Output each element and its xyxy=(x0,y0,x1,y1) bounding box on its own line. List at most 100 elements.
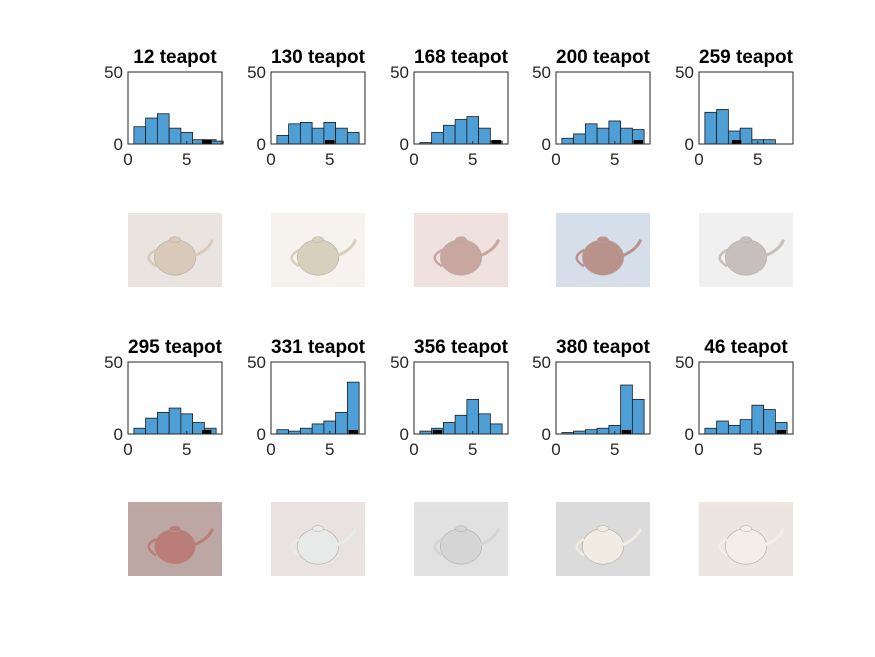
teapot-photo xyxy=(128,502,222,576)
y-tick-label: 50 xyxy=(390,353,409,372)
teapot-lid xyxy=(455,525,467,532)
y-tick-label: 0 xyxy=(257,135,266,154)
histogram-bar xyxy=(584,123,598,145)
x-tick-label: 5 xyxy=(468,440,477,459)
x-tick-label: 5 xyxy=(753,440,762,459)
histogram-bar xyxy=(145,417,158,435)
x-tick-label: 5 xyxy=(753,150,762,169)
teapot-spout xyxy=(621,239,643,258)
teapot-spout xyxy=(336,528,358,547)
panel-title: 259 teapot xyxy=(699,47,794,68)
teapot-body xyxy=(582,239,624,276)
axes-box xyxy=(555,71,651,145)
panel-title: 46 teapot xyxy=(704,337,788,358)
panel-title: 380 teapot xyxy=(556,337,651,358)
panel-title: 200 teapot xyxy=(556,47,651,68)
teapot-lid xyxy=(740,525,752,532)
histogram-bar xyxy=(561,137,575,145)
histogram-panel: 259 teapot 50 00 5 xyxy=(675,47,794,287)
y-tick-label: 50 xyxy=(247,63,266,82)
y-tick-label: 0 xyxy=(542,425,551,444)
histogram-bar xyxy=(442,124,456,145)
histogram-panel: 168 teapot 50 00 5 xyxy=(390,47,509,287)
histogram-bar xyxy=(299,427,313,435)
x-tick-label: 0 xyxy=(266,440,275,459)
x-tick-label: 5 xyxy=(182,150,191,169)
y-tick-label: 0 xyxy=(685,135,694,154)
teapot-handle xyxy=(433,248,443,268)
teapot-lid xyxy=(312,236,324,243)
histogram-bar xyxy=(704,427,718,435)
histogram-bar xyxy=(596,127,610,145)
axes-box xyxy=(270,71,366,145)
y-tick-label: 0 xyxy=(400,425,409,444)
histogram-bar xyxy=(608,120,622,145)
histogram-bar xyxy=(727,424,741,435)
teapot-spout xyxy=(336,239,358,258)
teapot-lid xyxy=(312,525,324,532)
x-tick-label: 0 xyxy=(409,150,418,169)
y-tick-label: 50 xyxy=(532,63,551,82)
histogram-bar xyxy=(156,411,170,435)
histogram-panel: 356 teapot 50 00 5 xyxy=(390,337,509,576)
y-tick-label: 0 xyxy=(400,135,409,154)
y-tick-label: 50 xyxy=(104,63,123,82)
axes-box xyxy=(127,361,223,435)
panel-title: 168 teapot xyxy=(414,47,509,68)
histogram-bar xyxy=(466,399,480,435)
axes-box xyxy=(698,71,794,145)
histogram-bar xyxy=(145,117,158,145)
histogram-bar xyxy=(454,119,468,145)
x-tick-label: 5 xyxy=(325,440,334,459)
histogram-panel: 12 teapot 50 00 5 xyxy=(104,47,224,287)
histogram-bar xyxy=(620,127,633,145)
teapot-body xyxy=(297,239,339,276)
x-tick-label: 0 xyxy=(409,440,418,459)
teapot-photo xyxy=(128,213,222,287)
histogram-panel: 130 teapot 50 00 5 xyxy=(247,47,366,287)
teapot-photo xyxy=(556,213,650,287)
teapot-handle xyxy=(147,537,157,557)
histogram-bar xyxy=(584,429,598,435)
histogram-bar xyxy=(478,127,491,145)
teapot-photo xyxy=(271,502,365,576)
histogram-bar xyxy=(489,423,503,435)
histogram-bar xyxy=(620,384,633,435)
teapot-spout xyxy=(621,528,643,547)
y-tick-label: 50 xyxy=(104,353,123,372)
x-tick-label: 5 xyxy=(610,150,619,169)
histogram-bar xyxy=(180,413,194,435)
x-tick-label: 5 xyxy=(468,150,477,169)
histogram-panel: 295 teapot 50 00 5 xyxy=(104,337,223,576)
histogram-bar xyxy=(763,139,776,145)
teapot-body xyxy=(725,239,767,276)
teapot-photo xyxy=(271,213,365,287)
axes-box xyxy=(413,361,509,435)
histogram-bar xyxy=(442,422,456,435)
histogram-bar xyxy=(751,404,765,435)
y-tick-label: 50 xyxy=(247,353,266,372)
x-tick-label: 5 xyxy=(182,440,191,459)
y-tick-label: 0 xyxy=(257,425,266,444)
y-tick-label: 0 xyxy=(114,425,123,444)
histogram-bar xyxy=(466,116,480,145)
teapot-photo xyxy=(414,213,508,287)
axes-box xyxy=(555,361,651,435)
histogram-bar xyxy=(156,113,170,145)
panel-title: 12 teapot xyxy=(133,47,217,68)
y-tick-label: 50 xyxy=(675,353,694,372)
teapot-spout xyxy=(764,239,786,258)
teapot-spout xyxy=(193,528,215,547)
teapot-lid xyxy=(597,525,609,532)
histogram-panel: 331 teapot 50 00 5 xyxy=(247,337,366,576)
histogram-bar xyxy=(133,126,147,145)
x-tick-label: 0 xyxy=(123,150,132,169)
histogram-bar xyxy=(288,123,301,145)
histogram-panel: 380 teapot 50 00 5 xyxy=(532,337,651,576)
histogram-bar xyxy=(168,127,182,145)
histogram-bar xyxy=(704,111,718,145)
teapot-lid xyxy=(169,525,181,532)
x-tick-label: 0 xyxy=(551,150,560,169)
x-tick-label: 5 xyxy=(325,150,334,169)
teapot-handle xyxy=(575,537,585,557)
